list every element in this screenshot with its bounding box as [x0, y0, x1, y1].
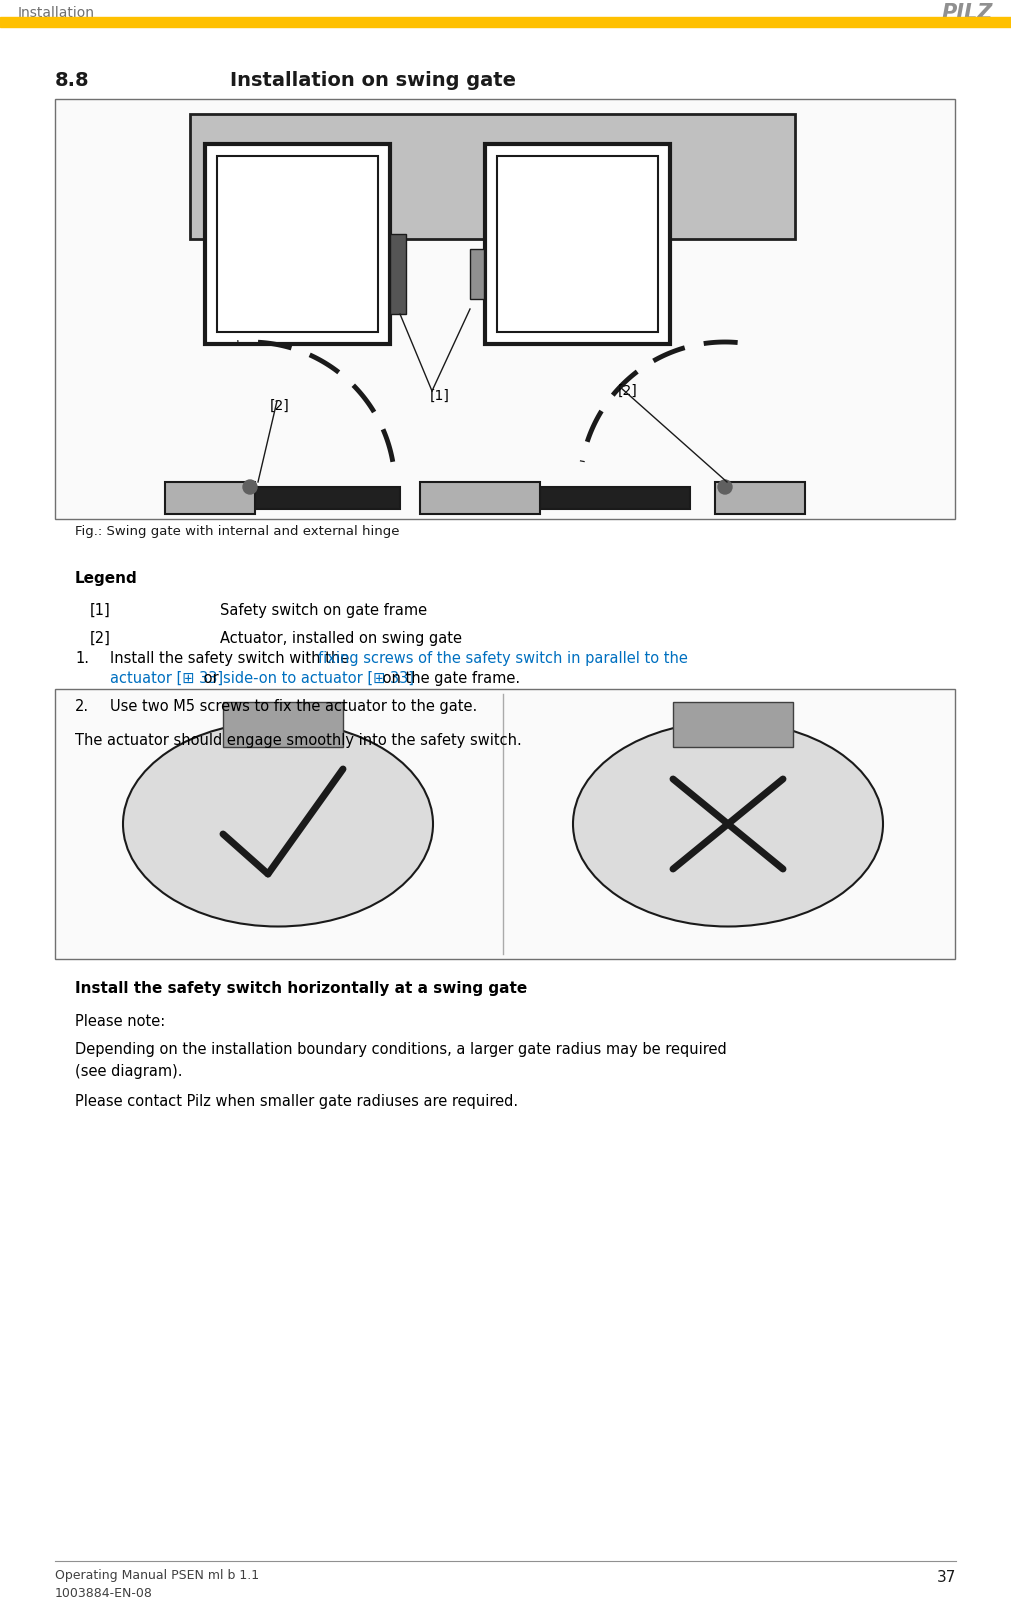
Bar [190, 114, 795, 240]
Text: Install the safety switch with the: Install the safety switch with the [110, 652, 354, 666]
Text: 1003884-EN-08: 1003884-EN-08 [55, 1586, 153, 1599]
Text: 2.: 2. [75, 698, 89, 714]
Text: or: or [199, 671, 223, 685]
Text: on the gate frame.: on the gate frame. [378, 671, 520, 685]
Text: Installation on swing gate: Installation on swing gate [229, 71, 516, 90]
Bar [0, 18, 1011, 27]
Bar [190, 488, 400, 508]
Bar [55, 689, 955, 959]
Bar [673, 702, 793, 747]
Bar [475, 488, 690, 508]
Text: Please contact Pilz when smaller gate radiuses are required.: Please contact Pilz when smaller gate ra… [75, 1094, 518, 1109]
Bar [420, 483, 540, 513]
Bar [485, 143, 670, 344]
Bar [55, 100, 955, 520]
Text: The actuator should engage smoothly into the safety switch.: The actuator should engage smoothly into… [75, 734, 522, 748]
Text: [1]: [1] [430, 389, 450, 402]
Text: Legend: Legend [75, 571, 137, 586]
Text: fixing screws of the safety switch in parallel to the: fixing screws of the safety switch in pa… [318, 652, 688, 666]
Text: Please note:: Please note: [75, 1014, 165, 1030]
Bar [497, 156, 658, 331]
Bar [390, 233, 406, 314]
Text: Operating Manual PSEN ml b 1.1: Operating Manual PSEN ml b 1.1 [55, 1569, 259, 1582]
Text: Actuator, installed on swing gate: Actuator, installed on swing gate [220, 631, 462, 645]
Text: 8.8: 8.8 [55, 71, 90, 90]
Text: [1]: [1] [90, 603, 111, 618]
Bar [165, 483, 255, 513]
Text: [2]: [2] [270, 399, 290, 414]
Text: (see diagram).: (see diagram). [75, 1064, 183, 1080]
Text: actuator [⊞ 33]: actuator [⊞ 33] [110, 671, 223, 685]
Text: PILZ: PILZ [941, 3, 993, 23]
Ellipse shape [573, 721, 883, 927]
Circle shape [243, 479, 257, 494]
Text: Installation: Installation [18, 6, 95, 19]
Circle shape [718, 479, 732, 494]
Text: Fig.: Swing gate with internal and external hinge: Fig.: Swing gate with internal and exter… [75, 525, 399, 537]
Text: Install the safety switch horizontally at a swing gate: Install the safety switch horizontally a… [75, 981, 528, 996]
Text: 1.: 1. [75, 652, 89, 666]
Text: Depending on the installation boundary conditions, a larger gate radius may be r: Depending on the installation boundary c… [75, 1043, 727, 1057]
Text: 37: 37 [936, 1570, 956, 1585]
Bar [715, 483, 805, 513]
Ellipse shape [123, 721, 433, 927]
Text: Safety switch on gate frame: Safety switch on gate frame [220, 603, 427, 618]
Text: side-on to actuator [⊞ 33]: side-on to actuator [⊞ 33] [223, 671, 415, 685]
Text: Use two M5 screws to fix the actuator to the gate.: Use two M5 screws to fix the actuator to… [110, 698, 477, 714]
Text: [2]: [2] [90, 631, 111, 645]
Bar [470, 249, 484, 299]
Bar [217, 156, 378, 331]
Text: [2]: [2] [618, 385, 638, 397]
Bar [223, 702, 343, 747]
Bar [205, 143, 390, 344]
